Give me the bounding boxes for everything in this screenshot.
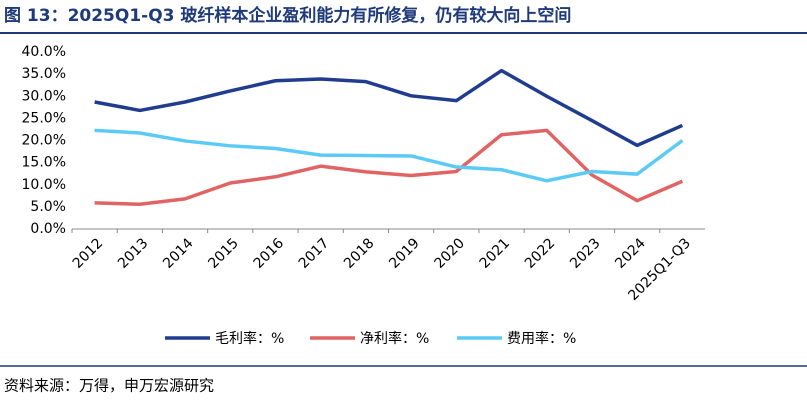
- y-tick-label: 25.0%: [22, 110, 66, 126]
- x-tick-label: 2014: [160, 235, 197, 272]
- x-tick-label: 2013: [115, 235, 152, 272]
- chart-title: 图 13：2025Q1-Q3 玻纤样本企业盈利能力有所修复，仍有较大向上空间: [4, 5, 571, 26]
- x-tick-label: 2024: [612, 235, 649, 272]
- y-tick-label: 20.0%: [22, 133, 66, 149]
- x-tick-label: 2012: [70, 235, 107, 272]
- y-tick-label: 10.0%: [22, 177, 66, 193]
- y-tick-label: 30.0%: [22, 88, 66, 104]
- y-tick-label: 40.0%: [22, 44, 66, 60]
- line-series: [94, 128, 684, 183]
- x-tick-label: 2023: [567, 235, 604, 272]
- x-tick-label: 2018: [341, 235, 378, 272]
- x-tick-label: 2019: [386, 235, 423, 272]
- line-series: [94, 68, 684, 148]
- y-tick-label: 15.0%: [22, 155, 66, 171]
- x-tick-label: 2015: [205, 235, 242, 272]
- x-tick-label: 2021: [477, 235, 514, 272]
- x-tick-label: 2017: [296, 235, 333, 272]
- legend-label: 费用率：%: [507, 330, 576, 347]
- legend-label: 毛利率：%: [215, 330, 284, 347]
- x-tick-label: 2016: [251, 235, 288, 272]
- legend-label: 净利率：%: [360, 330, 429, 347]
- line-series: [94, 128, 684, 206]
- y-tick-label: 5.0%: [30, 199, 66, 215]
- source-note: 资料来源：万得，申万宏源研究: [4, 377, 214, 395]
- x-tick-label: 2020: [431, 235, 468, 272]
- y-tick-label: 35.0%: [22, 66, 66, 82]
- y-tick-label: 0.0%: [30, 221, 66, 237]
- x-tick-label: 2022: [522, 235, 559, 272]
